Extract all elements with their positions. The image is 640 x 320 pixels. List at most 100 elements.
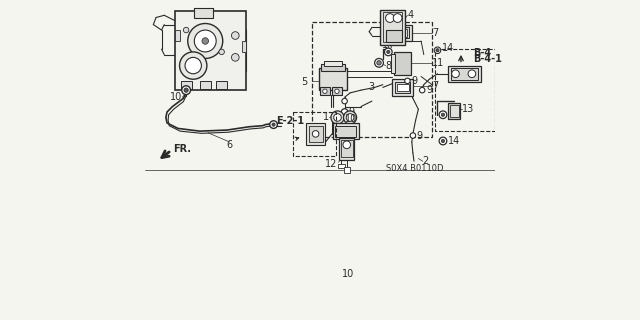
Bar [216, 81, 227, 89]
Text: 2: 2 [423, 156, 429, 166]
Bar [175, 11, 246, 90]
Bar [397, 84, 408, 91]
Bar [394, 27, 409, 38]
Circle shape [184, 27, 189, 33]
Text: 10: 10 [170, 92, 182, 102]
Text: FR.: FR. [173, 144, 191, 154]
Bar [340, 140, 353, 157]
Circle shape [232, 32, 239, 39]
Bar [395, 82, 410, 93]
Text: 13: 13 [462, 104, 474, 114]
Bar [175, 30, 180, 41]
Circle shape [442, 139, 445, 143]
Bar [321, 64, 345, 71]
Text: 9: 9 [426, 85, 433, 95]
Bar [396, 29, 408, 36]
Text: 6: 6 [226, 140, 232, 150]
Text: 8: 8 [385, 60, 392, 71]
Text: 11: 11 [432, 58, 444, 68]
Text: 10: 10 [342, 269, 354, 279]
Circle shape [346, 114, 354, 121]
Circle shape [333, 114, 341, 121]
Circle shape [385, 14, 394, 22]
Bar [449, 103, 460, 119]
Circle shape [182, 86, 191, 94]
Bar [335, 126, 356, 137]
Text: B-4-1: B-4-1 [473, 54, 502, 64]
Bar [307, 123, 326, 145]
Text: 3: 3 [368, 83, 374, 92]
Bar [312, 22, 432, 137]
Circle shape [331, 111, 344, 124]
Bar [292, 112, 337, 156]
Circle shape [452, 70, 460, 77]
Bar [344, 167, 349, 173]
Circle shape [342, 98, 348, 104]
Circle shape [343, 141, 351, 148]
Circle shape [195, 30, 216, 52]
Bar [332, 87, 342, 95]
Circle shape [404, 78, 410, 84]
Bar [195, 8, 214, 18]
Circle shape [442, 113, 445, 116]
Circle shape [312, 131, 319, 137]
Circle shape [341, 109, 348, 115]
Text: 5: 5 [301, 77, 308, 87]
Circle shape [436, 49, 439, 52]
Bar [450, 105, 459, 117]
Text: B-4: B-4 [473, 48, 491, 58]
Bar [324, 61, 342, 66]
Bar [380, 10, 404, 45]
Bar [309, 126, 323, 142]
Circle shape [344, 111, 356, 124]
Bar [320, 87, 330, 95]
Bar [449, 66, 481, 82]
Circle shape [377, 61, 381, 65]
Circle shape [434, 47, 441, 53]
Bar [180, 81, 191, 89]
Circle shape [439, 111, 447, 119]
Circle shape [393, 14, 402, 22]
Text: 7: 7 [432, 28, 438, 38]
Bar [338, 164, 344, 168]
Text: 9: 9 [417, 131, 423, 140]
Text: 14: 14 [442, 43, 454, 53]
Bar [392, 79, 413, 96]
Text: 14: 14 [449, 136, 461, 146]
Bar [391, 53, 396, 73]
Circle shape [202, 38, 209, 44]
Circle shape [184, 88, 188, 92]
Circle shape [323, 89, 327, 93]
Circle shape [385, 48, 392, 56]
Circle shape [439, 137, 447, 145]
Bar [435, 49, 495, 131]
Bar [339, 138, 355, 160]
Text: 9: 9 [348, 107, 355, 117]
Circle shape [269, 121, 277, 128]
Bar [391, 25, 412, 41]
Bar [383, 12, 402, 42]
Text: 7: 7 [432, 81, 438, 91]
Circle shape [468, 70, 476, 77]
Circle shape [272, 123, 275, 126]
Circle shape [419, 87, 425, 93]
Circle shape [232, 53, 239, 61]
Text: 1: 1 [323, 113, 329, 123]
Text: 9: 9 [412, 76, 417, 86]
Bar [200, 81, 211, 89]
Circle shape [410, 133, 415, 138]
Circle shape [387, 50, 390, 53]
Circle shape [185, 57, 202, 74]
Text: E-2-1: E-2-1 [276, 116, 305, 126]
Bar [333, 123, 359, 139]
Circle shape [374, 59, 383, 67]
Text: 4: 4 [408, 10, 413, 20]
Bar [451, 68, 479, 80]
Circle shape [180, 52, 207, 79]
Bar [242, 41, 246, 52]
Bar [319, 68, 348, 90]
Circle shape [188, 23, 223, 59]
Text: 14: 14 [382, 40, 394, 50]
Text: 12: 12 [325, 159, 337, 169]
Circle shape [219, 49, 225, 55]
